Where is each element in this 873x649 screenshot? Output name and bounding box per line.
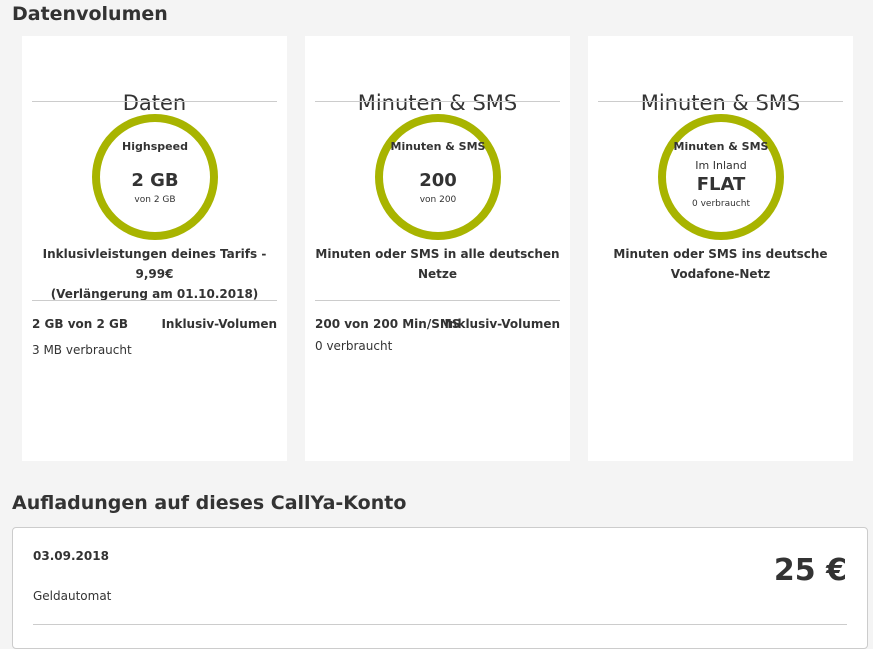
- ring-label: Minuten & SMS: [673, 140, 769, 153]
- topup-amount: 25 €: [773, 553, 847, 588]
- topups-title: Aufladungen auf dieses CallYa-Konto: [12, 492, 407, 514]
- card-description: Minuten oder SMS ins deutsche Vodafone-Ne…: [598, 244, 843, 284]
- used: 3 MB verbraucht: [32, 343, 132, 357]
- topup-method: Geldautomat: [33, 589, 112, 603]
- desc-line: Minuten oder SMS in alle deutschen: [315, 247, 560, 261]
- ring-value: FLAT: [696, 174, 746, 195]
- desc-line: Netze: [417, 267, 458, 281]
- divider: [315, 300, 560, 301]
- divider: [598, 101, 843, 102]
- ring-value: 200: [419, 170, 457, 191]
- volume-type: Inklusiv-Volumen: [444, 317, 560, 331]
- divider: [315, 101, 560, 102]
- divider: [32, 300, 277, 301]
- flat-card: Minuten & SMS Minuten & SMS Im Inland FL…: [588, 36, 853, 461]
- used: 0 verbraucht: [315, 339, 393, 353]
- card-title: Minuten & SMS: [357, 91, 518, 115]
- desc-line: Vodafone-Netz: [670, 267, 771, 281]
- amount: 200 von 200 Min/SMS: [315, 317, 461, 331]
- usage-ring: Highspeed 2 GB von 2 GB: [92, 114, 218, 240]
- desc-line: Minuten oder SMS ins deutsche: [613, 247, 828, 261]
- usage-ring: Minuten & SMS Im Inland FLAT 0 verbrauch…: [658, 114, 784, 240]
- card-title: Minuten & SMS: [640, 91, 801, 115]
- divider: [33, 624, 847, 625]
- desc-line: (Verlängerung am 01.10.2018): [50, 287, 259, 301]
- usage-ring: Minuten & SMS 200 von 200: [375, 114, 501, 240]
- ring-note: von 200: [419, 195, 457, 205]
- ring-sub: Im Inland: [695, 159, 747, 172]
- ring-label: Minuten & SMS: [390, 140, 486, 153]
- card-description: Inklusivleistungen deines Tarifs - 9,99€…: [32, 244, 277, 304]
- volume-type: Inklusiv-Volumen: [161, 317, 277, 331]
- page-title: Datenvolumen: [12, 3, 168, 25]
- ring-note: 0 verbraucht: [692, 199, 750, 209]
- ring-value: 2 GB: [131, 170, 179, 191]
- ring-label: Highspeed: [122, 140, 188, 153]
- desc-line: Inklusivleistungen deines Tarifs - 9,99€: [42, 247, 267, 281]
- data-card: Daten Highspeed 2 GB von 2 GB Inklusivle…: [22, 36, 287, 461]
- topup-date: 03.09.2018: [33, 549, 109, 563]
- topup-item: 03.09.2018 Geldautomat 25 €: [12, 527, 868, 649]
- minutes-card: Minuten & SMS Minuten & SMS 200 von 200 …: [305, 36, 570, 461]
- card-title: Daten: [122, 91, 187, 115]
- divider: [32, 101, 277, 102]
- amount: 2 GB von 2 GB: [32, 317, 129, 331]
- ring-note: von 2 GB: [134, 195, 176, 205]
- card-description: Minuten oder SMS in alle deutschen Netze: [315, 244, 560, 284]
